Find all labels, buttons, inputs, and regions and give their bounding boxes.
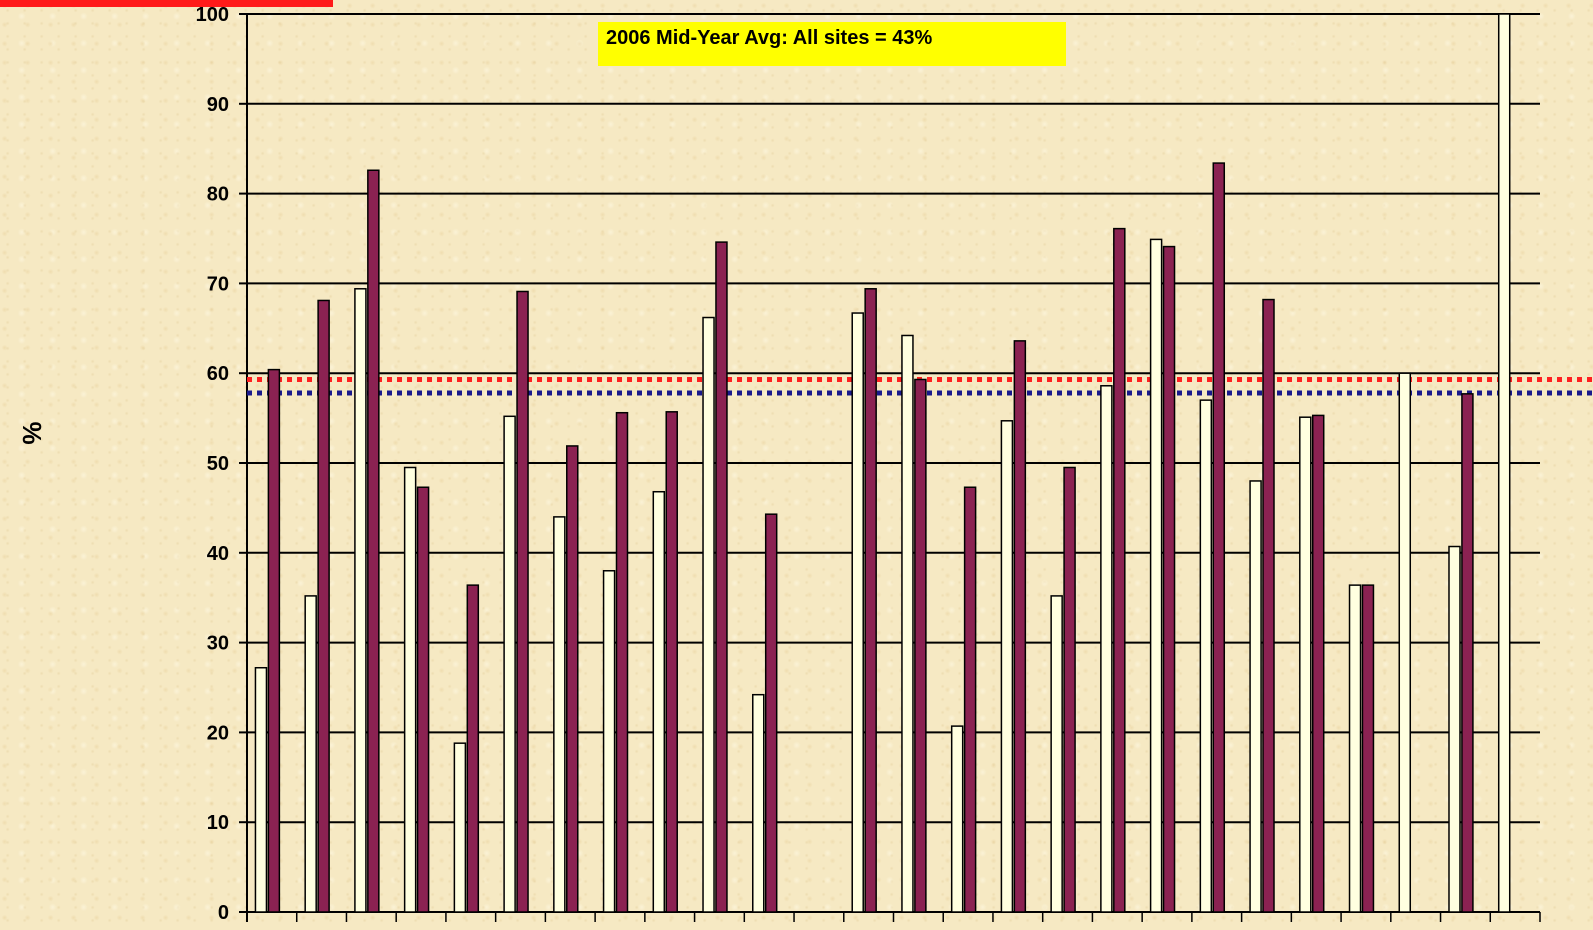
bar bbox=[1361, 584, 1375, 913]
bar bbox=[416, 486, 430, 913]
bar bbox=[715, 241, 728, 913]
bar bbox=[317, 299, 330, 913]
y-tick-label: 70 bbox=[207, 273, 229, 295]
bar bbox=[1311, 414, 1325, 913]
bar bbox=[254, 666, 268, 913]
bar bbox=[304, 595, 317, 913]
bar bbox=[267, 368, 281, 913]
bar bbox=[1162, 245, 1176, 913]
bar bbox=[1100, 385, 1113, 913]
y-tick-label: 90 bbox=[207, 94, 229, 116]
y-tick-label: 20 bbox=[207, 722, 229, 744]
bar bbox=[914, 378, 927, 913]
bar bbox=[764, 513, 778, 913]
bar bbox=[1113, 227, 1126, 913]
bar bbox=[615, 411, 629, 913]
bar bbox=[950, 725, 964, 913]
bar bbox=[1063, 466, 1076, 913]
y-tick-label: 50 bbox=[207, 453, 229, 475]
bar bbox=[566, 445, 579, 913]
bar bbox=[1013, 340, 1027, 913]
y-tick-label: 0 bbox=[218, 902, 229, 924]
bar bbox=[963, 486, 977, 913]
bar bbox=[851, 312, 864, 913]
bar bbox=[652, 490, 666, 913]
bar bbox=[1461, 393, 1474, 913]
y-tick-label: 30 bbox=[207, 633, 229, 655]
bar bbox=[901, 334, 914, 913]
y-axis-label: % bbox=[17, 421, 47, 445]
bar bbox=[466, 584, 480, 913]
bar bbox=[1199, 399, 1213, 913]
y-tick-label: 40 bbox=[207, 543, 229, 565]
average-callout: 2006 Mid-Year Avg: All sites = 43% bbox=[598, 22, 1066, 66]
bar bbox=[516, 290, 529, 913]
bar bbox=[403, 466, 417, 913]
bar bbox=[602, 570, 616, 913]
bar bbox=[553, 516, 566, 913]
y-tick-label: 100 bbox=[196, 4, 229, 26]
bar bbox=[1212, 162, 1226, 913]
corner-banner bbox=[0, 0, 333, 7]
bar bbox=[752, 693, 765, 913]
bar bbox=[354, 288, 367, 913]
bar bbox=[702, 316, 715, 913]
bar bbox=[1448, 545, 1461, 913]
bar bbox=[367, 169, 380, 913]
bar bbox=[1000, 420, 1014, 913]
bar bbox=[1348, 584, 1362, 913]
bar bbox=[1050, 595, 1063, 913]
bar bbox=[864, 288, 877, 913]
y-tick-label: 80 bbox=[207, 184, 229, 206]
bar bbox=[453, 742, 467, 913]
bar bbox=[1149, 238, 1163, 913]
bar bbox=[1249, 480, 1262, 913]
bar bbox=[1262, 298, 1275, 913]
y-tick-label: 10 bbox=[207, 812, 229, 834]
bar bbox=[665, 411, 678, 913]
bar bbox=[1497, 13, 1511, 913]
bar bbox=[503, 415, 516, 913]
bar bbox=[1299, 416, 1312, 913]
y-tick-label: 60 bbox=[207, 363, 229, 385]
bar bbox=[1398, 372, 1412, 913]
